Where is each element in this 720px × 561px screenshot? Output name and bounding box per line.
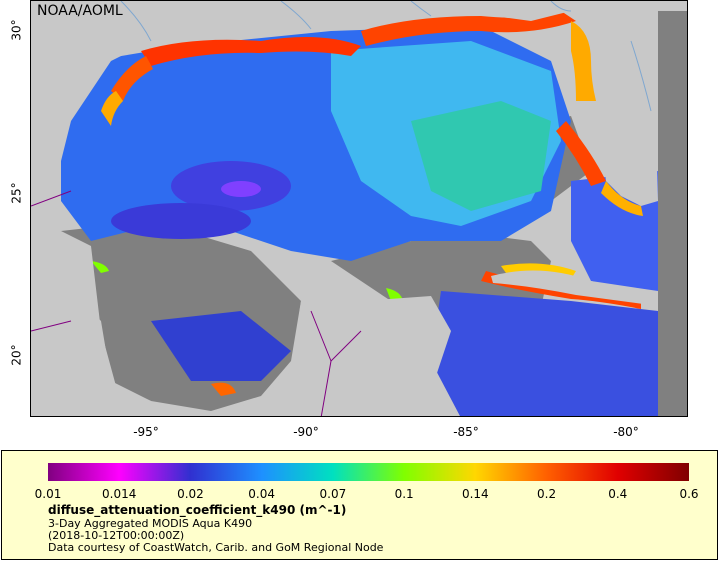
dataset-title: 3-Day Aggregated MODIS Aqua K490 bbox=[48, 517, 253, 530]
colorbar-tick-label: 0.02 bbox=[177, 487, 204, 501]
colorbar-tick-label: 0.014 bbox=[102, 487, 137, 501]
map-view[interactable] bbox=[30, 0, 688, 417]
river-lines bbox=[120, 1, 652, 112]
colorbar-tick-label: 0.04 bbox=[248, 487, 276, 501]
latitude-tick-label: 25° bbox=[9, 181, 24, 204]
colorbar-tick-label: 0.14 bbox=[461, 487, 489, 501]
colorbar-tick-label: 0.07 bbox=[319, 487, 347, 501]
k490-water-field bbox=[61, 26, 658, 416]
dataset-date: (2018-10-12T00:00:00Z) bbox=[48, 529, 185, 542]
colorbar-tick-label: 0.01 bbox=[34, 487, 62, 501]
variable-name: diffuse_attenuation_coefficient_k490 (m^… bbox=[48, 503, 347, 517]
land-masses bbox=[31, 1, 687, 416]
longitude-tick-label: -90° bbox=[293, 425, 319, 439]
colorbar-tick-label: 0.4 bbox=[608, 487, 628, 501]
colorbar-tick-label: 0.2 bbox=[537, 487, 557, 501]
colorbar-tick-label: 0.6 bbox=[679, 487, 699, 501]
data-credit: Data courtesy of CoastWatch, Carib. and … bbox=[48, 541, 384, 554]
colorbar-tick-label: 0.1 bbox=[394, 487, 414, 501]
latitude-tick-label: 30° bbox=[9, 19, 24, 41]
attribution-label: NOAA/AOML bbox=[37, 3, 123, 19]
colorbar-gradient bbox=[48, 463, 689, 481]
border-lines bbox=[31, 190, 362, 416]
longitude-tick-label: -80° bbox=[613, 425, 639, 439]
latitude-tick-label: 20° bbox=[9, 344, 24, 366]
map-canvas bbox=[31, 1, 687, 416]
longitude-tick-label: -85° bbox=[453, 425, 479, 439]
longitude-tick-label: -95° bbox=[133, 425, 159, 439]
colorbar bbox=[48, 463, 689, 481]
